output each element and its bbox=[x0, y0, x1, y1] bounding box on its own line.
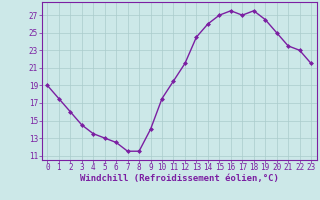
X-axis label: Windchill (Refroidissement éolien,°C): Windchill (Refroidissement éolien,°C) bbox=[80, 174, 279, 183]
